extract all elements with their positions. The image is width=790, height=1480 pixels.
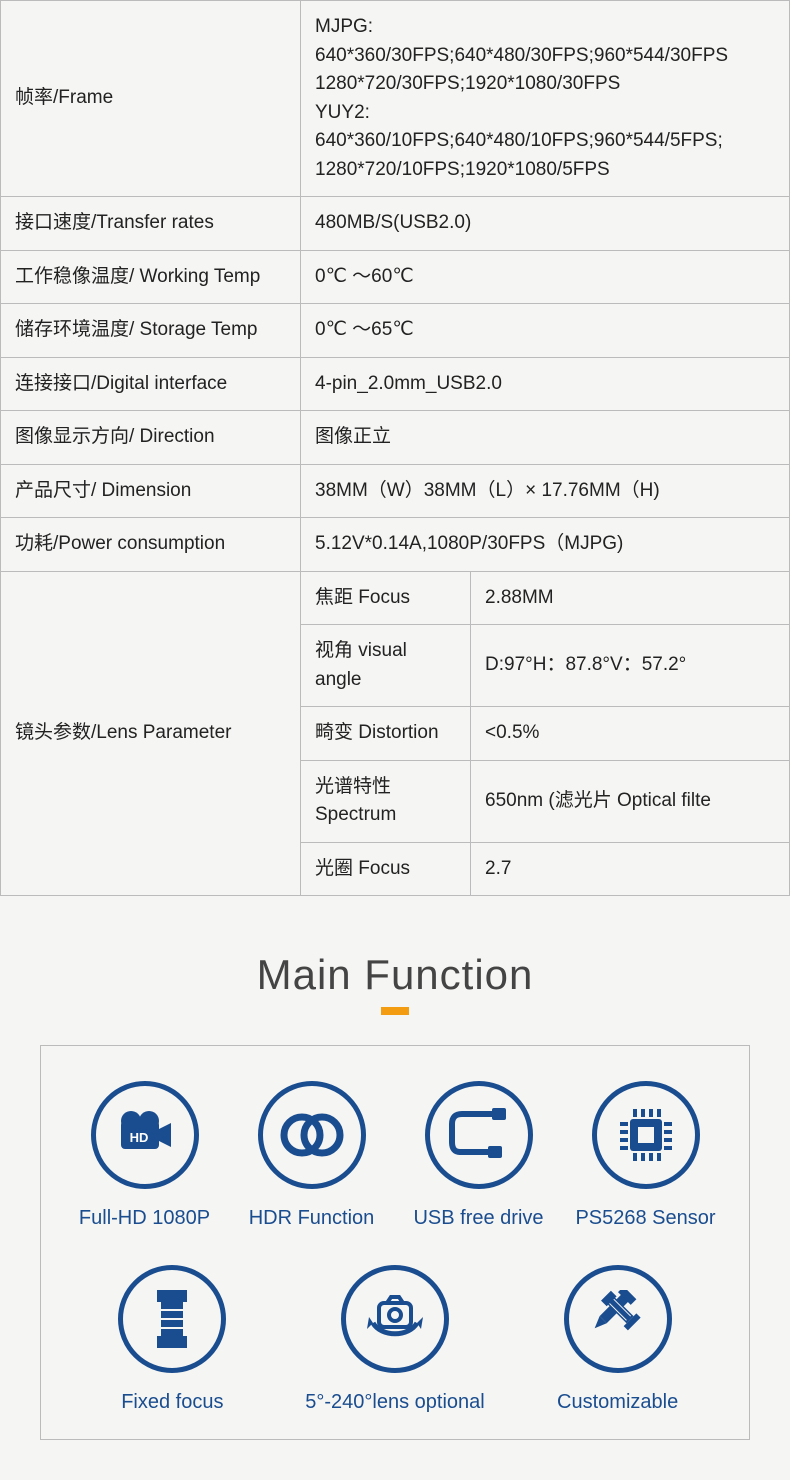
lens-key: 光谱特性 Spectrum [301,760,471,842]
spec-value: 图像正立 [301,411,790,465]
spec-value: 5.12V*0.14A,1080P/30FPS（MJPG) [301,518,790,572]
function-label: PS5268 Sensor [575,1207,715,1230]
spec-value: 38MM（W）38MM（L）× 17.76MM（H) [301,464,790,518]
accent-bar [381,1007,409,1015]
spec-value: 4-pin_2.0mm_USB2.0 [301,357,790,411]
spec-row: 工作稳像温度/ Working Temp0℃ ～60℃ [1,250,790,304]
spec-row: 接口速度/Transfer rates480MB/S(USB2.0) [1,197,790,251]
chip-icon [592,1081,700,1189]
function-label: Full-HD 1080P [79,1207,210,1230]
spec-label: 功耗/Power consumption [1,518,301,572]
lens-value: D:97°H：87.8°V：57.2° [471,625,790,707]
spec-label: 连接接口/Digital interface [1,357,301,411]
lens-value: 2.7 [471,842,790,896]
function-label: 5°-240°lens optional [305,1391,484,1414]
spec-value: 0℃ ～60℃ [301,250,790,304]
tools-icon [564,1265,672,1373]
rotate-camera-icon [341,1265,449,1373]
function-row: Fixed focus 5°-240°lens optional Customiza… [61,1265,729,1414]
lens-key: 光圈 Focus [301,842,471,896]
lens-key: 焦距 Focus [301,571,471,625]
svg-text:HD: HD [129,1130,148,1145]
function-item: PS5268 Sensor [566,1081,726,1230]
function-label: Customizable [557,1391,678,1414]
lens-icon [118,1265,226,1373]
function-item: HDR Function [232,1081,392,1230]
function-item: 5°-240°lens optional [315,1265,475,1414]
spec-row: 镜头参数/Lens Parameter焦距 Focus2.88MM [1,571,790,625]
function-label: USB free drive [413,1207,543,1230]
function-item: USB free drive [399,1081,559,1230]
lens-key: 畸变 Distortion [301,707,471,761]
function-label: HDR Function [249,1207,375,1230]
spec-row: 帧率/FrameMJPG: 640*360/30FPS;640*480/30FP… [1,1,790,197]
spec-label: 接口速度/Transfer rates [1,197,301,251]
hd-camera-icon: HD [91,1081,199,1189]
lens-key: 视角 visual angle [301,625,471,707]
main-function-panel: HD Full-HD 1080P HDR Function USB free driv… [40,1045,750,1440]
spec-label: 图像显示方向/ Direction [1,411,301,465]
lens-value: 650nm (滤光片 Optical filte [471,760,790,842]
spec-label: 工作稳像温度/ Working Temp [1,250,301,304]
spec-label: 产品尺寸/ Dimension [1,464,301,518]
function-item: HD Full-HD 1080P [65,1081,225,1230]
spec-table: 帧率/FrameMJPG: 640*360/30FPS;640*480/30FP… [0,0,790,896]
hdr-icon [258,1081,366,1189]
lens-value: <0.5% [471,707,790,761]
spec-row: 产品尺寸/ Dimension38MM（W）38MM（L）× 17.76MM（H… [1,464,790,518]
section-title: Main Function [0,951,790,999]
spec-row: 功耗/Power consumption5.12V*0.14A,1080P/30… [1,518,790,572]
spec-label: 帧率/Frame [1,1,301,197]
spec-row: 储存环境温度/ Storage Temp0℃ ～65℃ [1,304,790,358]
spec-label: 镜头参数/Lens Parameter [1,571,301,896]
usb-cable-icon [425,1081,533,1189]
spec-row: 图像显示方向/ Direction图像正立 [1,411,790,465]
lens-value: 2.88MM [471,571,790,625]
function-item: Customizable [538,1265,698,1414]
spec-value: 0℃ ～65℃ [301,304,790,358]
spec-value: MJPG: 640*360/30FPS;640*480/30FPS;960*54… [301,1,790,197]
spec-value: 480MB/S(USB2.0) [301,197,790,251]
function-row: HD Full-HD 1080P HDR Function USB free driv… [61,1081,729,1230]
spec-row: 连接接口/Digital interface4-pin_2.0mm_USB2.0 [1,357,790,411]
function-item: Fixed focus [92,1265,252,1414]
spec-label: 储存环境温度/ Storage Temp [1,304,301,358]
function-label: Fixed focus [121,1391,223,1414]
